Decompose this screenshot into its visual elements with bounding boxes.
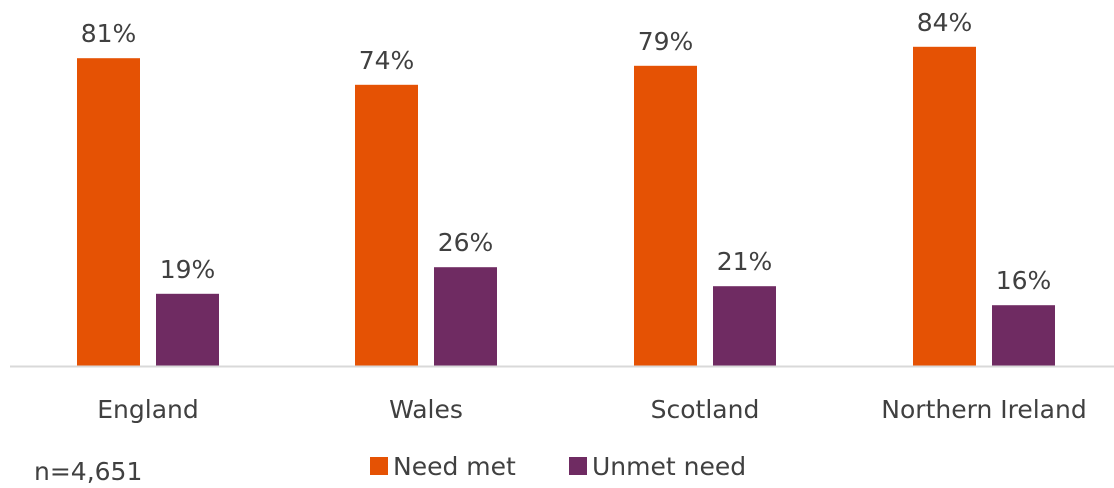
data-label-england-unmet-need: 19% [160,255,216,284]
data-label-wales-unmet-need: 26% [438,228,494,257]
legend: Need met Unmet need [370,452,746,481]
legend-swatch-need-met [370,457,388,475]
bar-wales-unmet-need [434,267,497,366]
data-label-northern-ireland-need-met: 84% [917,8,973,37]
category-label-wales: Wales [389,395,463,424]
data-label-england-need-met: 81% [81,19,137,48]
category-labels: England Wales Scotland Northern Ireland [97,395,1086,424]
bar-northern-ireland-need-met [913,46,976,367]
legend-label-unmet-need: Unmet need [592,452,746,481]
sample-size-note: n=4,651 [34,457,142,486]
data-label-wales-need-met: 74% [359,46,415,75]
bars-layer: 81% 19% 74% 26% 79% 21% 84% 16% [77,8,1055,367]
data-label-northern-ireland-unmet-need: 16% [996,266,1052,295]
bar-scotland-unmet-need [713,286,776,366]
bar-england-need-met [77,58,140,366]
category-label-scotland: Scotland [651,395,760,424]
bar-northern-ireland-unmet-need [992,305,1055,366]
bar-wales-need-met [355,84,418,367]
category-label-northern-ireland: Northern Ireland [881,395,1086,424]
category-label-england: England [97,395,199,424]
bar-scotland-need-met [634,65,697,367]
bar-england-unmet-need [156,293,219,366]
data-label-scotland-need-met: 79% [638,27,694,56]
legend-label-need-met: Need met [393,452,516,481]
data-label-scotland-unmet-need: 21% [717,247,773,276]
legend-swatch-unmet-need [569,457,587,475]
